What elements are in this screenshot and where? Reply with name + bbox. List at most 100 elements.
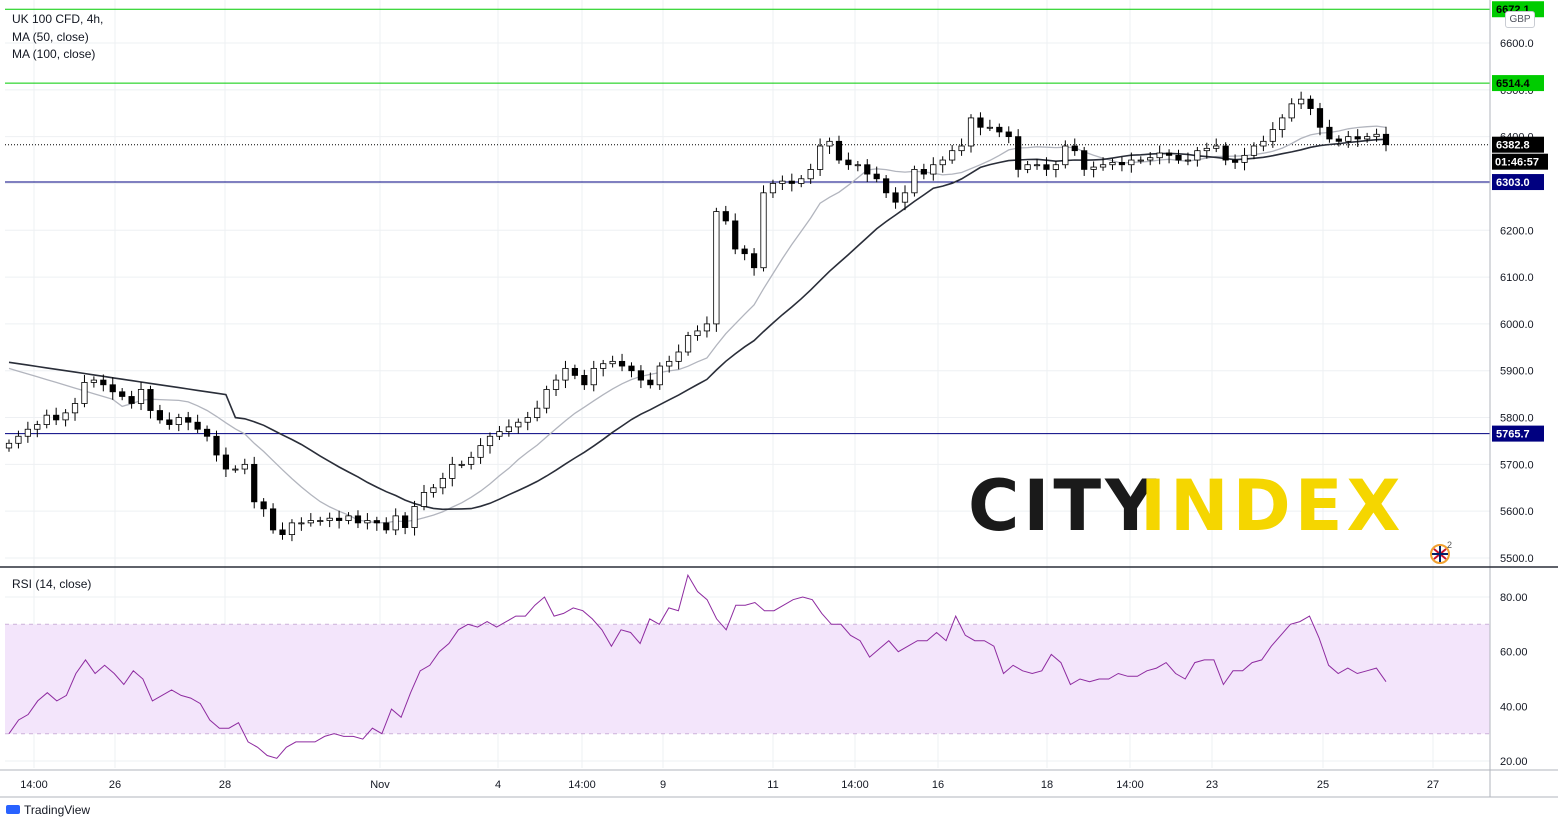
- candle-body: [1194, 150, 1201, 161]
- candle-body: [609, 360, 616, 365]
- candle-body: [1250, 145, 1258, 156]
- ma50-legend[interactable]: MA (50, close): [12, 30, 89, 44]
- candle-body: [703, 323, 711, 332]
- time-tick-label: 25: [1317, 779, 1329, 791]
- candle-body: [760, 192, 767, 269]
- candle-body: [1165, 152, 1173, 156]
- candle-body: [581, 375, 588, 386]
- ma50-path: [8, 125, 1387, 524]
- badge-count: 2: [1447, 541, 1452, 550]
- candle-body: [694, 330, 701, 337]
- candle-body: [1043, 164, 1050, 170]
- tradingview-logo[interactable]: TradingView: [6, 803, 90, 817]
- price-tick-label: 6100.0: [1500, 272, 1534, 284]
- horizontal-levels[interactable]: [5, 8, 1490, 435]
- candle-body: [1335, 138, 1342, 142]
- candle-body: [930, 164, 937, 175]
- candle-body: [477, 445, 484, 458]
- candle-body: [298, 522, 305, 525]
- candle-body: [1175, 154, 1182, 161]
- candle-body: [1316, 108, 1324, 128]
- candle-body: [147, 389, 154, 411]
- candle-body: [166, 419, 173, 425]
- rsi-tick-label: 20.00: [1500, 756, 1528, 768]
- ma100-legend[interactable]: MA (100, close): [12, 47, 95, 61]
- candle-body: [458, 463, 465, 466]
- candle-body: [977, 117, 984, 128]
- countdown-value: 01:46:57: [1495, 157, 1539, 169]
- candle-body: [43, 414, 50, 425]
- price-tick-label: 6600.0: [1500, 38, 1534, 50]
- price-level-box: [1492, 174, 1544, 191]
- candle-body: [439, 478, 446, 489]
- candle-body: [1062, 145, 1069, 166]
- price-tick-label: 6200.0: [1500, 225, 1534, 237]
- rsi-legend[interactable]: RSI (14, close): [12, 577, 91, 591]
- time-tick-label: 14:00: [568, 779, 596, 791]
- candle-body: [722, 211, 729, 222]
- uk-flag-icon[interactable]: 2: [1428, 541, 1452, 565]
- candle-body: [109, 384, 116, 393]
- time-tick-label: 14:00: [841, 779, 869, 791]
- candle-body: [835, 140, 843, 161]
- candle-body: [628, 365, 635, 372]
- time-tick-label: 4: [495, 779, 501, 791]
- price-tick-label: 5700.0: [1500, 459, 1534, 471]
- candle-body: [326, 517, 333, 521]
- candle-body: [1307, 98, 1314, 109]
- candle-body: [1345, 136, 1352, 142]
- candle-body: [534, 407, 541, 418]
- candle-body: [269, 508, 277, 531]
- candle-body: [1298, 98, 1305, 105]
- candle-body: [383, 522, 390, 531]
- candle-body: [128, 396, 135, 404]
- candle-body: [552, 379, 560, 390]
- price-level-value: 5765.7: [1496, 429, 1530, 441]
- candle-body: [34, 424, 41, 430]
- price-tick-label: 5500.0: [1500, 553, 1534, 565]
- candle-body: [24, 428, 31, 437]
- candle-body: [788, 180, 795, 184]
- candle-body: [675, 351, 682, 362]
- candle-body: [317, 520, 324, 522]
- candle-body: [251, 463, 258, 503]
- candle-body: [647, 379, 654, 386]
- symbol-legend[interactable]: UK 100 CFD, 4h,: [12, 12, 103, 26]
- currency-badge[interactable]: GBP: [1505, 11, 1535, 28]
- candle-body: [798, 178, 805, 184]
- candle-body: [100, 379, 107, 386]
- price-level-value: 6303.0: [1496, 177, 1530, 189]
- candle-body: [1090, 166, 1097, 170]
- candle-body: [373, 520, 380, 524]
- ma100-title: MA (100, close): [12, 47, 96, 61]
- ma50-line: [8, 125, 1387, 524]
- rsi-title: RSI (14, close): [12, 577, 92, 591]
- candle-body: [81, 382, 88, 404]
- candle-body: [892, 192, 899, 203]
- rsi-tick-label: 40.00: [1500, 701, 1528, 713]
- candle-body: [354, 515, 362, 524]
- price-level-value: 6382.8: [1496, 140, 1530, 152]
- candle-body: [826, 140, 833, 147]
- candle-body: [684, 335, 692, 353]
- rsi-tick-label: 80.00: [1500, 592, 1528, 604]
- candle-body: [1118, 161, 1126, 166]
- candle-body: [62, 412, 69, 421]
- candle-body: [449, 463, 456, 479]
- time-tick-label: Nov: [370, 779, 390, 791]
- time-tick-label: 18: [1041, 779, 1053, 791]
- candle-body: [1222, 145, 1229, 161]
- candle-body: [1231, 159, 1239, 163]
- time-tick-label: 23: [1206, 779, 1218, 791]
- candle-body: [543, 389, 550, 409]
- candle-body: [883, 178, 890, 194]
- candle-body: [1024, 164, 1031, 170]
- rsi-band: [5, 624, 1490, 734]
- time-tick-label: 27: [1427, 779, 1439, 791]
- candle-body: [1213, 145, 1220, 149]
- candle-body: [920, 169, 927, 175]
- candle-body: [185, 417, 192, 423]
- candle-body: [958, 145, 965, 152]
